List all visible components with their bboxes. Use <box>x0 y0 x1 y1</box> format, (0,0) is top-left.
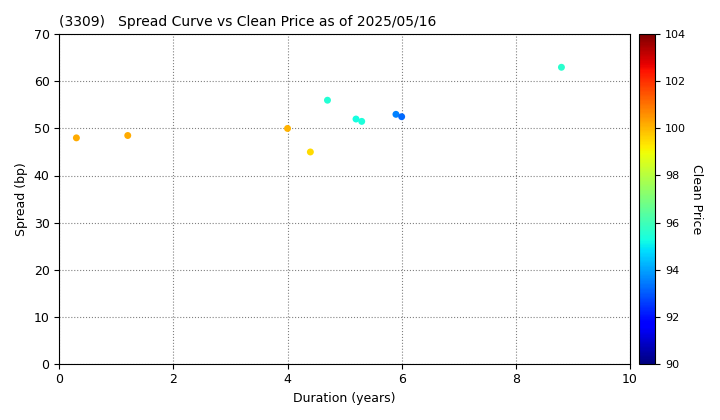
Point <box>282 125 293 132</box>
Point <box>122 132 133 139</box>
Point <box>396 113 408 120</box>
Point <box>350 116 361 122</box>
Text: (3309)   Spread Curve vs Clean Price as of 2025/05/16: (3309) Spread Curve vs Clean Price as of… <box>59 15 436 29</box>
Point <box>71 134 82 141</box>
Point <box>356 118 367 125</box>
Point <box>322 97 333 104</box>
Point <box>390 111 402 118</box>
X-axis label: Duration (years): Duration (years) <box>293 392 396 405</box>
Point <box>556 64 567 71</box>
Y-axis label: Spread (bp): Spread (bp) <box>15 162 28 236</box>
Point <box>305 149 316 155</box>
Y-axis label: Clean Price: Clean Price <box>690 164 703 234</box>
